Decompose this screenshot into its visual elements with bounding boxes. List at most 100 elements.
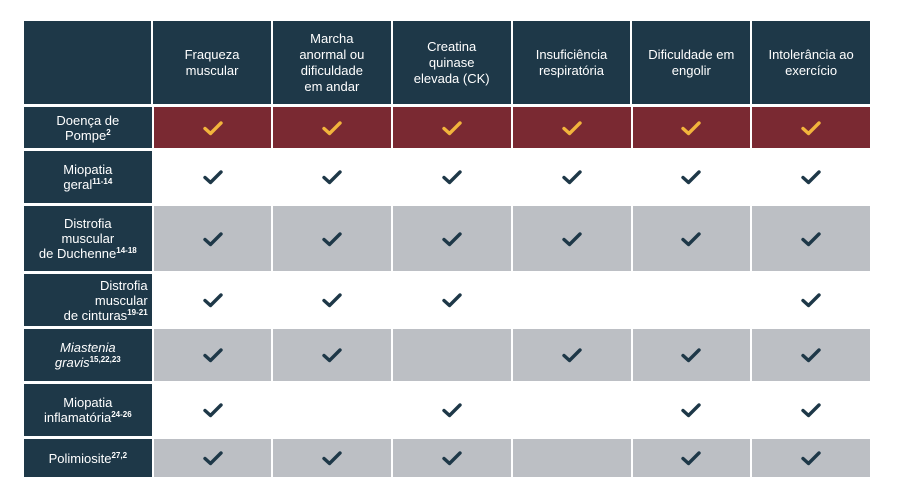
- checkmark-icon: [442, 450, 462, 466]
- checkmark-icon: [801, 402, 821, 418]
- row-label-text: Polimiosite: [48, 450, 112, 466]
- checkmark-icon: [801, 347, 821, 363]
- row-label: Doença de Pompe2: [24, 107, 152, 148]
- table-cell: [750, 384, 870, 436]
- table-cell: [271, 329, 392, 381]
- checkmark-icon: [561, 120, 582, 136]
- row-label: Miopatia inflamatória24-26: [24, 384, 152, 436]
- checkmark-icon: [561, 231, 582, 247]
- row-label-line: Miastenia: [28, 340, 148, 355]
- row-label-line: muscular: [28, 231, 148, 246]
- row-label-line: Polimiosite27,2: [28, 451, 148, 466]
- table-cell: [151, 151, 272, 203]
- checkmark-icon: [801, 450, 821, 466]
- table-cell: [151, 107, 272, 148]
- table-cell: [510, 151, 631, 203]
- column-header-line: em andar: [304, 78, 360, 94]
- row-label-text: Distrofia: [63, 216, 112, 231]
- row-label: Miastenia gravis15,22,23: [24, 329, 152, 381]
- table-cell: [391, 274, 511, 326]
- checkmark-icon: [681, 347, 702, 363]
- row-label-line: Distrofia: [28, 278, 148, 293]
- column-header-line: exercício: [785, 62, 838, 78]
- checkmark-icon: [442, 292, 462, 308]
- table-cell: [391, 151, 511, 203]
- row-label-line: Miopatia: [28, 395, 148, 410]
- row-label-line: geral11-14: [28, 177, 148, 192]
- table-cell: [271, 151, 392, 203]
- checkmark-icon: [801, 231, 821, 247]
- checkmark-icon: [442, 169, 462, 185]
- header-row: Fraqueza muscular Marcha anormal ou dificuld…: [24, 21, 871, 104]
- checkmark-icon: [322, 450, 342, 466]
- table-cell: [630, 439, 751, 477]
- table-cell: [271, 107, 392, 148]
- row-label-text: Distrofia: [99, 277, 148, 293]
- table-row: Distrofia muscular de cinturas19-21: [24, 274, 870, 326]
- row-label-line: de Duchenne14-18: [28, 246, 148, 261]
- row-label: Distrofia muscular de Duchenne14-18: [24, 206, 152, 271]
- table-cell: [510, 384, 631, 436]
- table-cell: [630, 274, 751, 326]
- row-label-line: Miopatia: [28, 162, 148, 177]
- column-header-line: engolir: [671, 62, 711, 78]
- table-cell: [750, 274, 870, 326]
- column-header: Dificuldade em engolir: [630, 21, 751, 104]
- checkmark-icon: [801, 169, 821, 185]
- row-label-line: Distrofia: [28, 216, 148, 231]
- row-label-text: Doença de: [56, 112, 120, 128]
- checkmark-icon: [322, 231, 342, 247]
- table-cell: [510, 107, 631, 148]
- table-cell: [271, 384, 392, 436]
- table-cell: [630, 329, 751, 381]
- checkmark-icon: [681, 402, 702, 418]
- table-cell: [510, 274, 631, 326]
- table-cell: [391, 329, 511, 381]
- column-header: Intolerância ao exercício: [750, 21, 871, 104]
- checkmark-icon: [202, 120, 223, 136]
- checkmark-icon: [322, 169, 342, 185]
- checkmark-icon: [202, 347, 223, 363]
- table-row: Miopatia geral11-14: [24, 151, 870, 203]
- row-label-line: gravis15,22,23: [28, 355, 148, 370]
- column-header-line: muscular: [185, 62, 239, 78]
- table-cell: [630, 206, 751, 271]
- row-label-text: Pompe: [65, 127, 107, 143]
- table-cell: [151, 384, 272, 436]
- table-cell: [151, 206, 272, 271]
- table-cell: [391, 439, 511, 477]
- table-row: Distrofia muscular de Duchenne14-18: [24, 206, 870, 271]
- checkmark-icon: [322, 120, 342, 136]
- table-row: Polimiosite27,2: [24, 439, 870, 477]
- table-cell: [750, 329, 870, 381]
- checkmark-icon: [442, 402, 462, 418]
- column-header-line: Marcha: [310, 30, 354, 46]
- checkmark-icon: [322, 347, 342, 363]
- column-header-line: respiratória: [538, 62, 604, 78]
- column-header: Insuficiência respiratória: [510, 21, 631, 104]
- table-cell: [630, 151, 751, 203]
- reference-superscript: 19-21: [127, 307, 148, 317]
- row-label-line: Doença de: [28, 113, 148, 128]
- table-cell: [271, 206, 392, 271]
- reference-superscript: 11-14: [92, 177, 113, 186]
- checkmark-icon: [442, 231, 462, 247]
- column-header: Fraqueza muscular: [151, 21, 271, 104]
- row-label-text: gravis: [54, 355, 90, 370]
- row-label-text: de Duchenne: [38, 246, 117, 261]
- row-label: Polimiosite27,2: [24, 439, 152, 477]
- header-corner: [24, 21, 152, 104]
- row-label: Miopatia geral11-14: [24, 151, 152, 203]
- table-cell: [750, 107, 870, 148]
- column-header-line: Fraqueza: [184, 46, 240, 62]
- row-label-text: muscular: [94, 292, 148, 308]
- table-cell: [151, 439, 272, 477]
- table-cell: [391, 107, 511, 148]
- reference-superscript: 24-26: [111, 410, 132, 419]
- checkmark-icon: [202, 292, 223, 308]
- column-header-line: quinase: [428, 54, 475, 70]
- table-row: Miastenia gravis15,22,23: [24, 329, 870, 381]
- row-label-text: muscular: [61, 231, 115, 246]
- table-cell: [750, 206, 870, 271]
- row-label-text: inflamatória: [43, 410, 112, 425]
